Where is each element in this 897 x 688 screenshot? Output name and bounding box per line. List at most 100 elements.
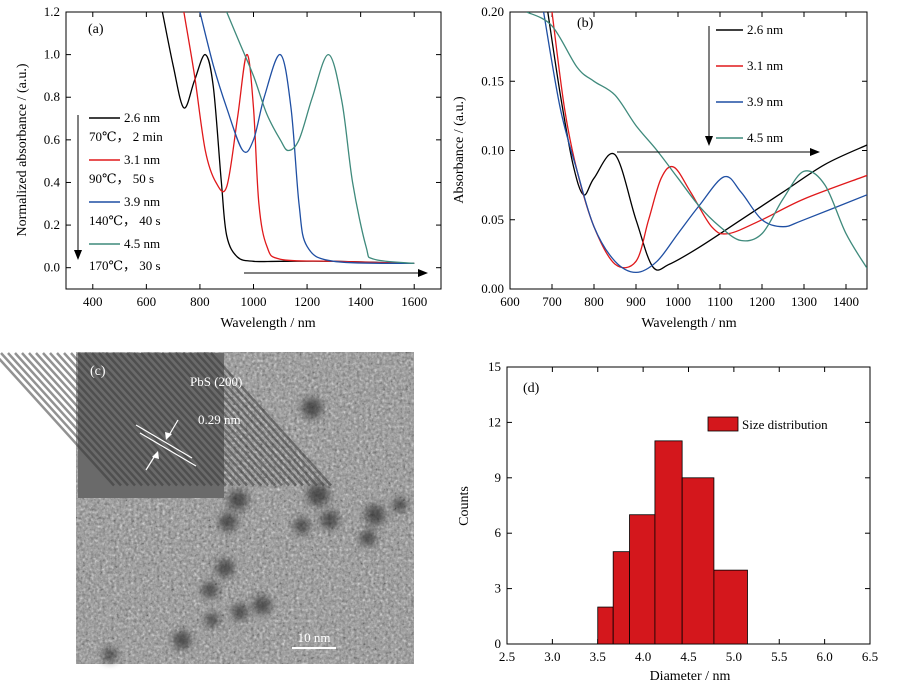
panel-a-y-tick-label: 0.6 (44, 132, 61, 147)
lattice-fringe (196, 352, 318, 487)
panel-d-x-axis-title: Diameter / nm (650, 669, 731, 684)
panel-a-x-tick-label: 1600 (401, 294, 427, 309)
panel-d-x-tick-label: 2.5 (499, 649, 515, 664)
panel-b-y-tick-label: 0.00 (481, 281, 504, 296)
lattice-fringe (42, 352, 164, 487)
panel-c-tem-image: (c) PbS (200) 0.29 nm 10 nm (0, 352, 414, 664)
panel-b-series (526, 12, 867, 274)
lattice-fringe (7, 352, 129, 487)
panel-d-legend: Size distribution (707, 416, 828, 432)
lattice-fringe (203, 352, 325, 487)
legend-a-cond-2: 90℃， 50 s (89, 171, 154, 186)
lattice-fringe (28, 352, 150, 487)
lattice-fringe (161, 352, 283, 487)
panel-d-x-tick-label: 6.0 (817, 649, 833, 664)
lattice-fringe (189, 352, 311, 487)
lattice-fringe (0, 352, 122, 487)
histogram-bar-2 (612, 551, 630, 645)
lattice-fringe (21, 352, 143, 487)
hrtem-inset (0, 352, 332, 498)
panel-a-x-tick-label: 1000 (241, 294, 267, 309)
legend-a-name-2: 3.1 nm (124, 152, 160, 167)
panel-b-x-tick-label: 1300 (791, 294, 817, 309)
panel-a-x-ticks: 400 600 800 1000 1200 1400 1600 (83, 12, 427, 309)
panel-a-series-line-4 (226, 12, 415, 265)
panel-d-y-tick-label: 12 (488, 414, 501, 429)
lattice-fringe (0, 357, 115, 487)
panel-a-y-tick-label: 0.0 (44, 260, 60, 275)
legend-b-name-1: 2.6 nm (747, 22, 783, 37)
panel-d-y-tick-label: 9 (495, 470, 502, 485)
panel-d: 2.5 3.0 3.5 4.0 4.5 5.0 5.5 6.0 6.5 0 3 6 9 12 15 (d)… (457, 359, 878, 684)
panel-a-y-tick-label: 0.4 (44, 174, 61, 189)
lattice-fringe (35, 352, 157, 487)
panel-b-x-tick-label: 1200 (749, 294, 775, 309)
panel-a-frame (65, 11, 442, 290)
legend-a-cond-1: 70℃， 2 min (89, 129, 163, 144)
lattice-fringe (84, 352, 206, 487)
legend-a-name-3: 3.9 nm (124, 194, 160, 209)
panel-d-y-tick-label: 6 (495, 525, 502, 540)
panel-a-x-tick-label: 1400 (348, 294, 374, 309)
panel-b-series-line-3 (542, 12, 867, 274)
panel-a-y-tick-label: 0.8 (44, 89, 60, 104)
panel-d-label: (d) (523, 381, 540, 396)
panel-a-y-ticks: 0.0 0.2 0.4 0.6 0.8 1.0 1.2 (44, 4, 441, 275)
panel-d-x-tick-label: 4.5 (680, 649, 696, 664)
panel-a-y-tick-label: 1.2 (44, 4, 60, 19)
panel-d-x-tick-label: 3.5 (590, 649, 606, 664)
panel-b-y-tick-label: 0.05 (481, 212, 504, 227)
lattice-fringe (210, 352, 332, 487)
panel-a-series-line-1 (161, 12, 415, 265)
panel-a-series-line-2 (183, 12, 415, 265)
lattice-fringe (77, 352, 199, 487)
panel-d-y-axis-title: Counts (457, 486, 472, 526)
lattice-fringe (140, 352, 262, 487)
panel-a-x-tick-label: 400 (83, 294, 103, 309)
panel-b: 600 700 800 900 1000 1100 1200 1300 1400 0.000.0… (452, 4, 868, 331)
histogram-bar-6 (713, 569, 748, 645)
panel-b-legend: 2.6 nm 3.1 nm 3.9 nm 4.5 nm (705, 22, 783, 146)
panel-d-y-tick-label: 3 (495, 581, 502, 596)
panel-a-y-axis-title: Normalized absorbance / (a.u.) (15, 63, 30, 236)
panel-b-x-tick-label: 800 (584, 294, 604, 309)
nanoparticle-blobs (103, 398, 407, 662)
panel-b-x-tick-label: 700 (542, 294, 562, 309)
legend-a-name-1: 2.6 nm (124, 110, 160, 125)
legend-a-name-4: 4.5 nm (124, 236, 160, 251)
legend-b-name-2: 3.1 nm (747, 58, 783, 73)
histogram-bar-3 (629, 514, 656, 645)
panel-d-y-tick-label: 0 (495, 636, 502, 651)
lattice-plane-label: PbS (200) (190, 374, 242, 389)
lattice-fringe (133, 352, 255, 487)
histogram-bar-1 (597, 606, 614, 645)
panel-a-legend: 2.6 nm 70℃， 2 min 3.1 nm 90℃， 50 s 3.9 n… (74, 110, 163, 273)
panel-d-x-tick-label: 3.0 (544, 649, 560, 664)
legend-d-label: Size distribution (742, 417, 828, 432)
panel-a-y-tick-label: 1.0 (44, 47, 60, 62)
panel-a-label: (a) (88, 22, 104, 37)
panel-b-trend-arrow (617, 148, 820, 156)
panel-c-label: (c) (90, 364, 106, 379)
lattice-fringe (98, 352, 220, 487)
scale-bar: 10 nm (292, 630, 336, 649)
lattice-fringe (175, 352, 297, 487)
panel-b-y-tick-label: 0.15 (481, 73, 504, 88)
panel-b-series-line-4 (526, 12, 867, 269)
panel-a: 400 600 800 1000 1200 1400 1600 0.00.20.40.60.… (15, 4, 442, 331)
panel-b-x-axis-title: Wavelength / nm (641, 316, 736, 331)
panel-a-y-tick-label: 0.2 (44, 217, 60, 232)
panel-d-x-tick-label: 6.5 (862, 649, 878, 664)
panel-a-series (161, 12, 415, 265)
lattice-fringe (168, 352, 290, 487)
lattice-fringe (154, 352, 276, 487)
panel-d-y-tick-label: 15 (488, 359, 501, 374)
panel-a-trend-arrow (244, 269, 428, 277)
lattice-fringe (105, 352, 227, 487)
lattice-fringe (14, 352, 136, 487)
lattice-fringe (147, 352, 269, 487)
panel-b-series-line-1 (547, 12, 867, 271)
panel-b-label: (b) (577, 16, 594, 31)
panel-d-bars (597, 440, 748, 645)
